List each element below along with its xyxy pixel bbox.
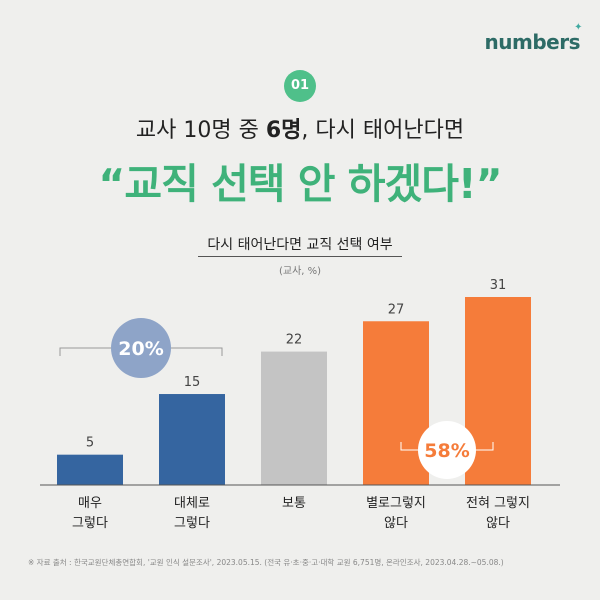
chart-title-underline bbox=[198, 256, 402, 257]
category-label: 않다 bbox=[384, 516, 408, 531]
category-label: 그렇다 bbox=[72, 516, 108, 531]
value-label: 15 bbox=[184, 375, 201, 390]
brand-logo: numbers ✦ bbox=[484, 22, 583, 54]
section-number-badge: 01 bbox=[284, 70, 316, 102]
category-label: 전혀 그렇지 bbox=[466, 496, 530, 511]
value-label: 27 bbox=[388, 302, 405, 317]
chart-unit: (교사, %) bbox=[278, 266, 322, 277]
big-title: “교직 선택 안 하겠다!” bbox=[98, 160, 502, 208]
headline-bold: 6명 bbox=[265, 118, 302, 143]
value-label: 22 bbox=[286, 333, 303, 348]
bar bbox=[465, 297, 531, 485]
category-label: 그렇다 bbox=[174, 516, 210, 531]
value-label: 5 bbox=[86, 436, 94, 451]
category-label: 보통 bbox=[282, 496, 306, 511]
bar bbox=[261, 351, 327, 485]
source-note: ※ 자료 출처 : 한국교원단체총연합회, '교원 인식 설문조사', 2023… bbox=[28, 558, 504, 567]
bar bbox=[57, 454, 123, 485]
group-badge bbox=[418, 421, 476, 479]
headline-post: , 다시 태어난다면 bbox=[301, 118, 465, 143]
chart-title: 다시 태어난다면 교직 선택 여부 bbox=[207, 237, 393, 253]
category-label: 않다 bbox=[486, 516, 510, 531]
category-label: 매우 bbox=[78, 496, 102, 511]
headline: 교사 10명 중 6명, 다시 태어난다면 bbox=[0, 112, 600, 144]
group-label: 20% bbox=[118, 338, 163, 360]
category-label: 대체로 bbox=[174, 496, 210, 511]
value-label: 31 bbox=[490, 278, 507, 293]
category-label: 별로그렇지 bbox=[366, 496, 426, 511]
group-label: 58% bbox=[424, 440, 469, 462]
bar bbox=[159, 394, 225, 485]
bar bbox=[363, 321, 429, 485]
headline-pre: 교사 10명 중 bbox=[135, 118, 266, 143]
sparkle-icon: ✦ bbox=[574, 22, 582, 33]
group-badge bbox=[111, 318, 171, 378]
